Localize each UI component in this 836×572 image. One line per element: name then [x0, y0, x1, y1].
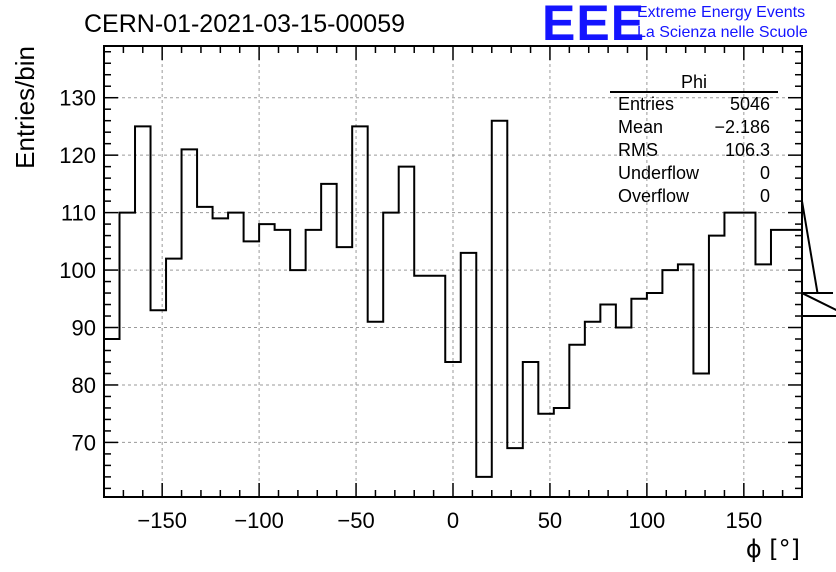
x-tick-label: −100: [234, 508, 284, 533]
histogram-bin: [678, 264, 694, 497]
histogram-bin: [755, 264, 771, 497]
stats-row-value: 5046: [730, 94, 770, 114]
stats-row-value: 0: [760, 163, 770, 183]
histogram-bin: [740, 213, 756, 497]
histogram-bin: [306, 230, 322, 497]
stats-box: Phi Entries 5046 Mean −2.186 RMS 106.3 Underfl…: [610, 72, 778, 206]
y-tick-label: 80: [72, 373, 96, 398]
stats-title: Phi: [681, 72, 707, 92]
x-tick-label: 150: [725, 508, 762, 533]
histogram-bin: [585, 322, 601, 497]
histogram-bin: [321, 184, 337, 497]
histogram-bin: [290, 270, 306, 497]
histogram-bin: [259, 224, 275, 497]
histogram-bin: [492, 121, 508, 497]
stats-row-value: −2.186: [714, 117, 770, 137]
histogram-bin: [197, 207, 213, 497]
histogram-bin: [631, 299, 647, 497]
y-axis-label: Entries/bin: [10, 46, 40, 169]
histogram-bin: [182, 149, 198, 497]
histogram-bin: [538, 414, 554, 497]
y-tick-label: 90: [72, 316, 96, 341]
stats-row-label: Underflow: [618, 163, 700, 183]
stats-row-value: 106.3: [725, 140, 770, 160]
y-tick-label: 110: [61, 201, 96, 226]
histogram-bin: [600, 305, 616, 497]
histogram-bin: [244, 241, 260, 497]
y-tick-label: 100: [59, 258, 96, 283]
histogram-bin: [523, 362, 539, 497]
histogram-bin: [120, 213, 136, 497]
histogram-bin: [693, 373, 709, 497]
histogram-bin: [337, 247, 353, 497]
axes: [103, 45, 803, 498]
x-tick-label: 0: [447, 508, 459, 533]
histogram-bin: [461, 253, 477, 497]
y-tick-label: 130: [59, 86, 96, 111]
histogram-bin: [275, 230, 291, 497]
histogram-bin: [368, 322, 384, 497]
logo-tagline-1: Extreme Energy Events: [637, 4, 806, 21]
histogram-bin: [399, 167, 415, 497]
histogram-bin: [616, 328, 632, 497]
histogram-bin: [569, 345, 585, 497]
logo-tagline-2: La Scienza nelle Scuole: [637, 24, 808, 41]
grid-layer: [104, 46, 802, 497]
stats-row-label: Mean: [618, 117, 663, 137]
eee-logo: EEE: [542, 0, 646, 51]
histogram-bin: [554, 408, 570, 497]
histogram-bin: [430, 276, 446, 497]
histogram-bars: [103, 119, 836, 497]
histogram-bin: [151, 310, 167, 497]
stats-row-label: Overflow: [618, 186, 690, 206]
histogram-bin: [724, 213, 740, 497]
stats-row-label: Entries: [618, 94, 674, 114]
histogram-bin: [228, 213, 244, 497]
histogram-bin: [662, 270, 678, 497]
histogram-bin: [709, 236, 725, 497]
histogram-bin: [414, 276, 430, 497]
y-tick-label: 120: [59, 143, 96, 168]
x-tick-label: −150: [137, 508, 187, 533]
x-tick-label: 50: [538, 508, 562, 533]
x-tick-label: −50: [337, 508, 374, 533]
y-tick-label: 70: [72, 430, 96, 455]
run-title: CERN-01-2021-03-15-00059: [84, 10, 406, 38]
stats-row-label: RMS: [618, 140, 658, 160]
histogram-bin: [352, 126, 368, 497]
histogram-bin: [135, 126, 151, 497]
histogram-bin: [166, 259, 182, 497]
x-axis-label: ϕ [°]: [746, 535, 800, 563]
stats-rows: Entries 5046 Mean −2.186 RMS 106.3 Underflow 0 O…: [618, 94, 770, 206]
histogram-bin: [476, 477, 492, 497]
stats-row-value: 0: [760, 186, 770, 206]
histogram-bin: [647, 293, 663, 497]
histogram-outline: [103, 119, 836, 497]
x-tick-label: 100: [629, 508, 666, 533]
tick-labels: −150 −100 −50 0 50 100 150 70 80 90 100 110 120 130: [59, 86, 762, 533]
histogram-bin: [383, 213, 399, 497]
histogram-bin: [507, 448, 523, 497]
histogram-bin: [213, 218, 229, 497]
